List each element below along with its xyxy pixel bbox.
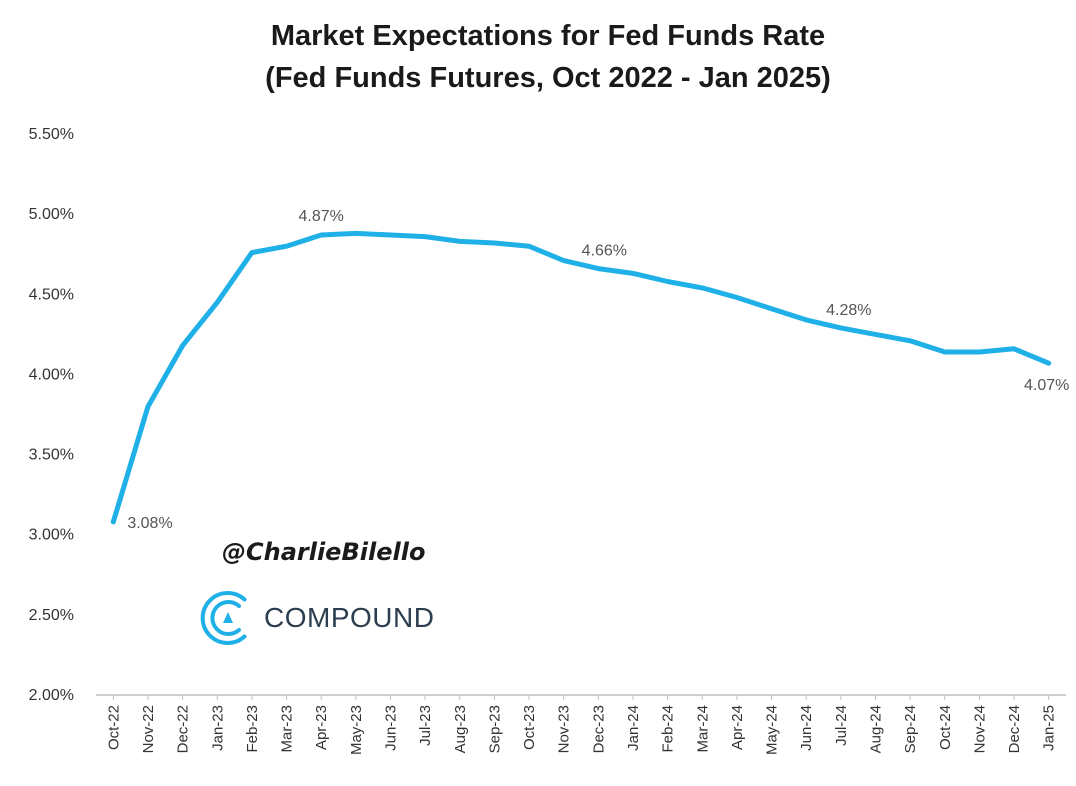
data-point <box>423 234 428 239</box>
data-point <box>492 240 497 245</box>
data-label: 4.07% <box>1024 377 1069 394</box>
x-tick-label: Jul-24 <box>833 705 850 746</box>
data-point <box>180 343 185 348</box>
x-tick-label: Aug-24 <box>867 705 884 753</box>
x-tick-label: Jan-25 <box>1041 705 1058 751</box>
data-label: 4.87% <box>298 208 343 225</box>
y-tick-label: 3.00% <box>29 527 74 544</box>
data-point <box>249 250 254 255</box>
y-tick-label: 4.00% <box>29 366 74 383</box>
data-point <box>700 285 705 290</box>
y-tick-label: 2.50% <box>29 607 74 624</box>
watermark-brand: COMPOUND <box>200 590 434 646</box>
data-point <box>977 349 982 354</box>
chart-title: Market Expectations for Fed Funds Rate <box>270 20 826 52</box>
y-axis: 2.00% 2.50% 3.00% 3.50% 4.00% 4.50% 5.00% 5.50% <box>29 126 74 704</box>
x-tick-label: Jun-23 <box>382 705 399 751</box>
x-tick-label: Feb-23 <box>244 705 261 753</box>
x-tick-label: Dec-24 <box>1006 705 1023 753</box>
data-point <box>1012 346 1017 351</box>
data-point <box>527 244 532 249</box>
data-point <box>457 239 462 244</box>
data-point <box>769 306 774 311</box>
x-tick-label: Jun-24 <box>798 705 815 751</box>
x-tick-label: Mar-24 <box>694 705 711 753</box>
data-point <box>319 232 324 237</box>
x-axis: Oct-22 Nov-22 Dec-22 Jan-23 Feb-23 Mar-23 Apr-… <box>105 695 1058 755</box>
x-tick-label: Jul-23 <box>417 705 434 746</box>
x-tick-label: Oct-22 <box>105 705 122 750</box>
data-point <box>284 244 289 249</box>
x-tick-label: Nov-23 <box>556 705 573 753</box>
data-point <box>942 349 947 354</box>
data-point <box>873 332 878 337</box>
data-point <box>630 271 635 276</box>
y-tick-label: 3.50% <box>29 447 74 464</box>
x-tick-label: Apr-24 <box>729 705 746 750</box>
y-tick-label: 5.50% <box>29 126 74 143</box>
series-group <box>110 230 1052 525</box>
data-point <box>561 258 566 263</box>
data-point <box>665 279 670 284</box>
x-tick-label: Jan-23 <box>209 705 226 751</box>
data-point <box>1046 361 1051 366</box>
x-tick-label: Nov-22 <box>140 705 157 753</box>
chart-subtitle: (Fed Funds Futures, Oct 2022 - Jan 2025) <box>265 62 831 94</box>
x-tick-label: Dec-22 <box>175 705 192 753</box>
y-tick-label: 5.00% <box>29 206 74 223</box>
x-tick-label: Apr-23 <box>313 705 330 750</box>
data-point <box>111 519 116 524</box>
data-point <box>215 300 220 305</box>
data-label: 4.66% <box>582 243 627 260</box>
data-point <box>596 266 601 271</box>
x-tick-label: Mar-23 <box>279 705 296 753</box>
x-tick-label: Oct-23 <box>521 705 538 750</box>
brand-name: COMPOUND <box>264 602 435 633</box>
data-point <box>804 317 809 322</box>
x-tick-label: May-23 <box>348 705 365 755</box>
x-tick-label: Oct-24 <box>937 705 954 750</box>
x-tick-label: Feb-24 <box>660 705 677 753</box>
data-labels: 3.08% 4.87% 4.66% 4.28% 4.07% <box>127 208 1069 532</box>
x-tick-label: May-24 <box>764 705 781 755</box>
x-tick-label: Dec-23 <box>590 705 607 753</box>
y-tick-label: 4.50% <box>29 286 74 303</box>
data-point <box>734 295 739 300</box>
x-tick-label: Jan-24 <box>625 705 642 751</box>
data-label: 4.28% <box>826 302 871 319</box>
data-point <box>908 338 913 343</box>
watermark-handle: @CharlieBilello <box>222 538 426 566</box>
x-tick-label: Aug-23 <box>452 705 469 753</box>
data-label: 3.08% <box>127 515 172 532</box>
data-point <box>353 231 358 236</box>
series-line <box>110 230 1052 525</box>
data-point <box>838 325 843 330</box>
x-tick-label: Sep-24 <box>902 705 919 753</box>
y-tick-label: 2.00% <box>29 687 74 704</box>
data-point <box>145 404 150 409</box>
compound-logo-icon <box>200 591 247 645</box>
x-tick-label: Nov-24 <box>971 705 988 753</box>
x-tick-label: Sep-23 <box>486 705 503 753</box>
data-point <box>388 232 393 237</box>
